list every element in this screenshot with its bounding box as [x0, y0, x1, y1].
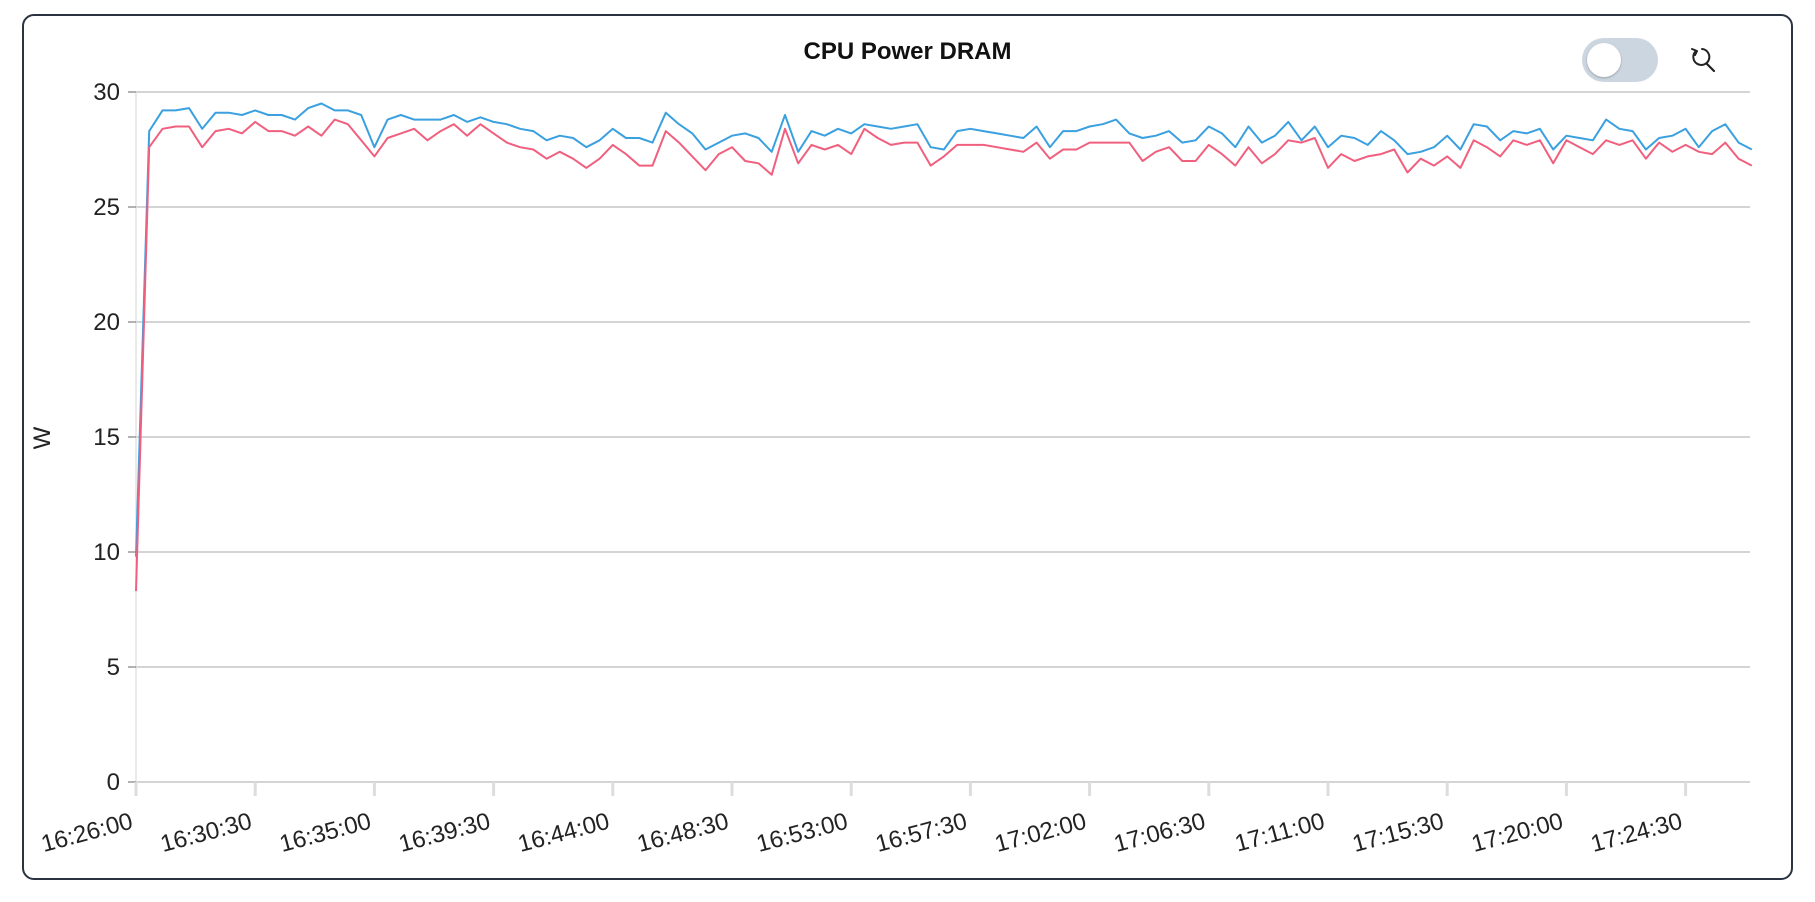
- y-tick-label: 30: [93, 79, 120, 106]
- x-tick-label: 16:30:30: [158, 808, 255, 858]
- x-tick-label: 17:11:00: [1232, 808, 1328, 858]
- y-tick-label: 0: [107, 769, 120, 796]
- x-tick-label: 16:44:00: [515, 808, 612, 858]
- x-tick-label: 17:20:00: [1469, 808, 1566, 858]
- y-tick-label: 10: [93, 539, 120, 566]
- y-axis-label: W: [29, 426, 56, 449]
- chart-card: [22, 14, 1793, 880]
- x-tick-label: 16:26:00: [38, 808, 135, 858]
- x-tick-label: 16:48:30: [634, 808, 731, 858]
- y-tick-label: 20: [93, 309, 120, 336]
- grid: [135, 91, 1750, 783]
- x-tick-label: 17:06:30: [1111, 808, 1208, 858]
- reset-zoom-button[interactable]: [1686, 42, 1720, 76]
- x-tick-label: 16:35:00: [277, 808, 374, 858]
- series-group: [135, 102, 1753, 592]
- y-tick-label: 25: [93, 194, 120, 221]
- x-tick-label: 16:57:30: [873, 808, 970, 858]
- toggle-knob: [1587, 43, 1621, 77]
- y-tick-label: 5: [107, 654, 120, 681]
- chart-toggle[interactable]: [1582, 38, 1658, 82]
- chart-title: CPU Power DRAM: [803, 38, 1012, 65]
- x-axis: 16:26:00 16:30:30 16:35:00 16:39:30 16:44:00…: [38, 782, 1688, 858]
- x-tick-label: 17:15:30: [1350, 808, 1447, 858]
- series-line-1[interactable]: [135, 102, 1753, 557]
- y-axis: 0 5 10 15 20 25 30: [93, 79, 136, 796]
- x-tick-label: 16:39:30: [396, 808, 493, 858]
- x-tick-label: 17:24:30: [1588, 808, 1685, 858]
- x-tick-label: 16:53:00: [754, 808, 851, 858]
- series-line-2[interactable]: [135, 118, 1753, 592]
- reset-zoom-icon: [1691, 48, 1716, 73]
- x-tick-label: 17:02:00: [992, 808, 1089, 858]
- y-tick-label: 15: [93, 424, 120, 451]
